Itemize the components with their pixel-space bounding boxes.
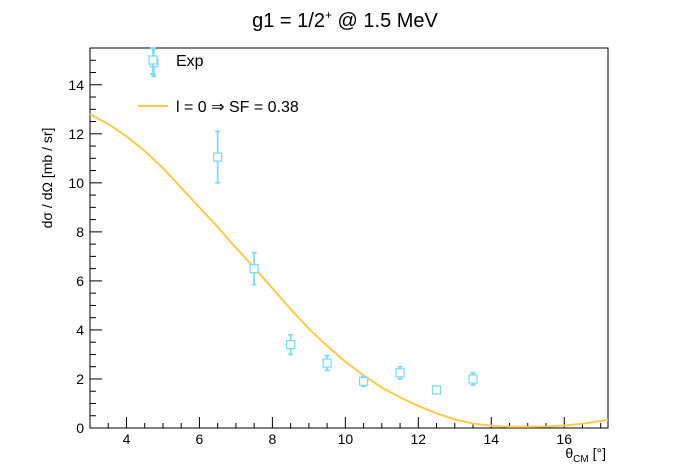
legend-entry-exp: Exp bbox=[148, 47, 204, 75]
y-tick-label: 8 bbox=[76, 224, 84, 240]
x-tick-label: 8 bbox=[268, 431, 276, 447]
y-tick-label: 6 bbox=[76, 273, 84, 289]
legend-exp-marker bbox=[148, 55, 158, 65]
exp-point bbox=[249, 251, 259, 286]
x-axis-label-main: θ bbox=[565, 445, 573, 461]
x-axis-label-unit: [°] bbox=[589, 445, 606, 461]
chart-title-rest: @ 1.5 MeV bbox=[332, 10, 439, 32]
exp-marker bbox=[213, 152, 223, 162]
chart-title-superscript: + bbox=[325, 8, 332, 22]
exp-marker bbox=[431, 385, 442, 395]
exp-point bbox=[431, 385, 442, 395]
x-tick-label: 10 bbox=[338, 431, 354, 447]
y-axis-label: dσ / dΩ [mb / sr] bbox=[39, 128, 55, 229]
exp-point bbox=[322, 354, 332, 372]
chart-title-main: g1 = 1/2 bbox=[252, 10, 325, 32]
exp-point bbox=[358, 375, 369, 388]
exp-marker bbox=[322, 358, 332, 368]
y-tick-label: 14 bbox=[68, 77, 84, 93]
x-tick-label: 12 bbox=[411, 431, 427, 447]
exp-point bbox=[395, 365, 405, 380]
exp-marker bbox=[395, 368, 405, 378]
exp-marker bbox=[285, 339, 296, 350]
exp-marker bbox=[468, 374, 478, 384]
exp-marker bbox=[358, 376, 369, 387]
chart-title: g1 = 1/2+ @ 1.5 MeV bbox=[252, 8, 438, 32]
legend-theory-label: l = 0 ⇒ SF = 0.38 bbox=[176, 99, 299, 116]
exp-point bbox=[285, 333, 296, 356]
theory-curve bbox=[89, 113, 609, 428]
plot-area bbox=[89, 48, 609, 428]
exp-marker bbox=[249, 263, 259, 274]
exp-point bbox=[213, 130, 223, 184]
x-tick-label: 4 bbox=[123, 431, 131, 447]
y-axis: 0 2 4 6 8 10 12 14 bbox=[68, 59, 102, 436]
y-tick-label: 2 bbox=[76, 371, 84, 387]
x-tick-label: 14 bbox=[483, 431, 499, 447]
exp-point bbox=[468, 371, 478, 386]
legend-entry-theory: l = 0 ⇒ SF = 0.38 bbox=[138, 99, 299, 116]
x-tick-label: 6 bbox=[196, 431, 204, 447]
y-tick-label: 4 bbox=[76, 322, 84, 338]
x-axis-label-subscript: CM bbox=[573, 454, 589, 465]
x-axis-label: θCM [°] bbox=[565, 445, 606, 465]
legend-exp-label: Exp bbox=[176, 53, 204, 70]
x-tick-label: 16 bbox=[556, 431, 572, 447]
y-tick-label: 12 bbox=[68, 126, 84, 142]
plot-frame bbox=[89, 47, 609, 429]
y-tick-label: 10 bbox=[68, 175, 84, 191]
legend: Exp l = 0 ⇒ SF = 0.38 bbox=[138, 47, 299, 116]
y-tick-label: 0 bbox=[76, 420, 84, 436]
x-axis: 4 6 8 10 12 14 16 bbox=[89, 417, 602, 447]
